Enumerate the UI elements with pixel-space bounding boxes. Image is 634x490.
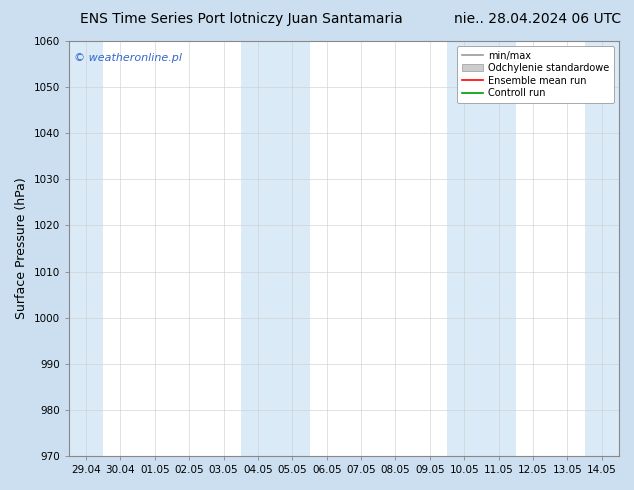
Bar <box>585 41 619 456</box>
Text: © weatheronline.pl: © weatheronline.pl <box>74 53 183 64</box>
Bar <box>447 41 481 456</box>
Y-axis label: Surface Pressure (hPa): Surface Pressure (hPa) <box>15 178 28 319</box>
Bar <box>481 41 516 456</box>
Bar <box>69 41 103 456</box>
Bar <box>241 41 275 456</box>
Bar <box>275 41 309 456</box>
Text: nie.. 28.04.2024 06 UTC: nie.. 28.04.2024 06 UTC <box>454 12 621 26</box>
Legend: min/max, Odchylenie standardowe, Ensemble mean run, Controll run: min/max, Odchylenie standardowe, Ensembl… <box>457 46 614 103</box>
Text: ENS Time Series Port lotniczy Juan Santamaria: ENS Time Series Port lotniczy Juan Santa… <box>79 12 403 26</box>
